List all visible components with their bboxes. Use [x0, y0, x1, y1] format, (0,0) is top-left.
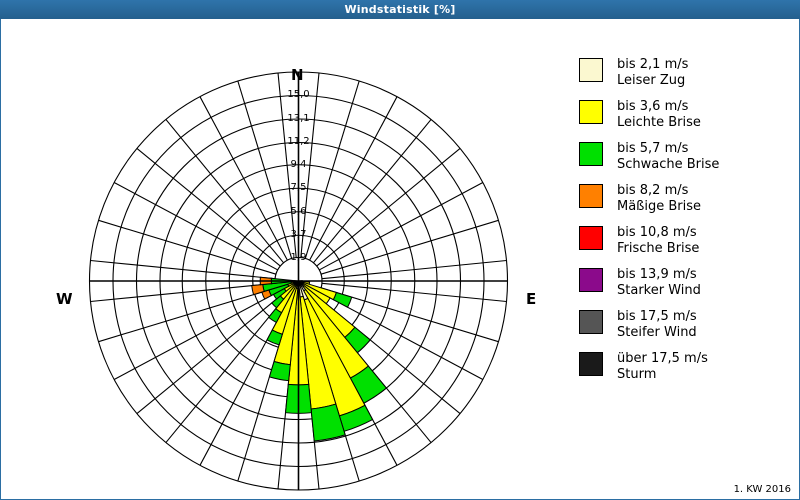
legend-description-label: Frische Brise — [617, 241, 700, 256]
radial-tick-label: 9,4 — [290, 158, 307, 170]
legend-label: bis 13,9 m/s Starker Wind — [617, 267, 701, 299]
legend-label: bis 5,7 m/s Schwache Brise — [617, 141, 719, 173]
legend-item[interactable]: bis 10,8 m/s Frische Brise — [579, 225, 794, 257]
footer-period-label: 1. KW 2016 — [733, 484, 791, 495]
radial-tick-label: 15,0 — [287, 89, 310, 101]
legend-speed-label: über 17,5 m/s — [617, 351, 708, 366]
legend-description-label: Schwache Brise — [617, 157, 720, 172]
legend-speed-label: bis 8,2 m/s — [617, 183, 689, 198]
legend-description-label: Mäßige Brise — [617, 199, 702, 214]
legend-item[interactable]: bis 17,5 m/s Steifer Wind — [579, 309, 794, 341]
legend-color-swatch — [579, 268, 603, 292]
title-bar-background — [0, 0, 800, 19]
legend: bis 2,1 m/s Leiser Zug bis 3,6 m/s Leichte … — [579, 57, 794, 393]
radial-tick-label: 3,7 — [290, 229, 307, 241]
legend-item[interactable]: über 17,5 m/s Sturm — [579, 351, 794, 383]
legend-item[interactable]: bis 3,6 m/s Leichte Brise — [579, 99, 794, 131]
legend-description-label: Steifer Wind — [617, 325, 697, 340]
legend-color-swatch — [579, 142, 603, 166]
compass-label-north: N — [291, 66, 304, 84]
radial-tick-label: 7,5 — [290, 182, 307, 194]
legend-description-label: Leichte Brise — [617, 115, 701, 130]
legend-description-label: Sturm — [617, 367, 657, 382]
legend-speed-label: bis 13,9 m/s — [617, 267, 697, 282]
legend-speed-label: bis 5,7 m/s — [617, 141, 689, 156]
window-title: Windstatistik [%] — [344, 3, 456, 16]
legend-label: bis 17,5 m/s Steifer Wind — [617, 309, 697, 341]
legend-color-swatch — [579, 184, 603, 208]
polar-axes — [89, 72, 508, 490]
legend-item[interactable]: bis 5,7 m/s Schwache Brise — [579, 141, 794, 173]
legend-color-swatch — [579, 226, 603, 250]
legend-color-swatch — [579, 58, 603, 82]
legend-color-swatch — [579, 352, 603, 376]
legend-color-swatch — [579, 100, 603, 124]
legend-label: bis 8,2 m/s Mäßige Brise — [617, 183, 701, 215]
wind-rose-svg — [88, 71, 509, 491]
legend-item[interactable]: bis 13,9 m/s Starker Wind — [579, 267, 794, 299]
legend-description-label: Leiser Zug — [617, 73, 686, 88]
legend-speed-label: bis 10,8 m/s — [617, 225, 697, 240]
legend-item[interactable]: bis 2,1 m/s Leiser Zug — [579, 57, 794, 89]
compass-label-east: E — [526, 290, 537, 308]
legend-color-swatch — [579, 310, 603, 334]
legend-item[interactable]: bis 8,2 m/s Mäßige Brise — [579, 183, 794, 215]
legend-label: bis 2,1 m/s Leiser Zug — [617, 57, 688, 89]
legend-speed-label: bis 3,6 m/s — [617, 99, 689, 114]
radial-tick-label: 13,1 — [287, 112, 310, 124]
wind-rose-chart: N E S W 1,93,75,67,59,411,213,115,0 — [1, 38, 561, 500]
radial-tick-label: 11,2 — [287, 136, 310, 148]
legend-label: über 17,5 m/s Sturm — [617, 351, 708, 383]
wind-rose-petals — [251, 276, 388, 442]
legend-description-label: Starker Wind — [617, 283, 701, 298]
content-panel: N E S W 1,93,75,67,59,411,213,115,0 bis … — [0, 19, 800, 500]
legend-label: bis 3,6 m/s Leichte Brise — [617, 99, 701, 131]
legend-label: bis 10,8 m/s Frische Brise — [617, 225, 699, 257]
legend-speed-label: bis 17,5 m/s — [617, 309, 697, 324]
radial-tick-label: 1,9 — [290, 251, 307, 263]
compass-label-west: W — [56, 290, 73, 308]
legend-speed-label: bis 2,1 m/s — [617, 57, 689, 72]
radial-tick-label: 5,6 — [290, 205, 307, 217]
window-title-bar: Windstatistik [%] — [0, 0, 800, 19]
